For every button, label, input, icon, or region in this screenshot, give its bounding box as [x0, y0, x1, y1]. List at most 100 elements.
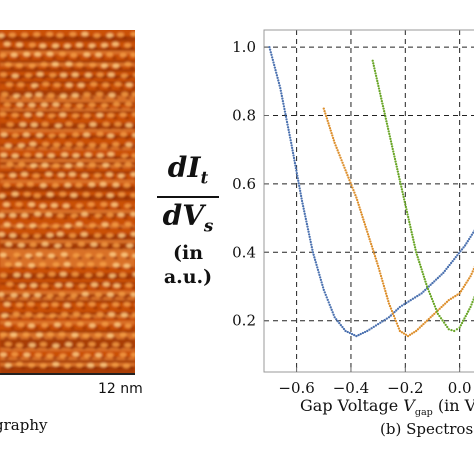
stm-atom-spot — [133, 72, 135, 78]
data-point — [329, 306, 332, 309]
stm-topography-image — [0, 30, 135, 373]
stm-atom-spot — [17, 161, 26, 167]
stm-dark-spot — [65, 316, 71, 320]
data-point — [385, 122, 389, 125]
stm-atom-spot — [15, 361, 24, 367]
stm-atom-spot — [72, 253, 80, 258]
stm-atom-spot — [21, 233, 29, 239]
data-point — [411, 233, 414, 236]
data-point — [456, 254, 459, 257]
data-point — [425, 319, 429, 322]
stm-atom-spot — [34, 292, 42, 298]
stm-dark-spot — [69, 346, 75, 350]
stm-dark-spot — [80, 186, 86, 190]
stm-dark-spot — [56, 46, 63, 50]
stm-atom-spot — [15, 63, 23, 68]
stm-dark-spot — [116, 366, 122, 370]
stm-dark-spot — [27, 56, 33, 60]
stm-atom-spot — [119, 52, 127, 58]
data-point — [384, 289, 387, 293]
stm-dark-spot — [16, 116, 22, 120]
stm-dark-spot — [64, 356, 70, 360]
stm-atom-spot — [54, 282, 62, 288]
data-point — [404, 203, 407, 206]
data-point — [459, 324, 463, 327]
data-point — [324, 293, 327, 297]
stm-atom-spot — [88, 142, 96, 148]
stm-dark-spot — [26, 236, 32, 240]
data-point — [382, 284, 386, 288]
data-point — [327, 301, 330, 304]
stm-dark-spot — [77, 256, 83, 260]
data-point — [394, 319, 398, 323]
stm-dark-spot — [21, 226, 27, 230]
data-point — [370, 327, 373, 330]
data-point — [459, 250, 462, 253]
data-point — [368, 237, 371, 241]
stm-atom-spot — [123, 263, 131, 269]
stm-atom-spot — [87, 202, 95, 207]
stm-dark-spot — [8, 366, 14, 370]
stm-scan-line — [0, 309, 135, 312]
stm-dark-spot — [56, 306, 63, 310]
x-tick-label: −0.2 — [387, 379, 423, 397]
data-point — [327, 122, 330, 125]
data-point — [325, 117, 329, 120]
stm-atom-spot — [33, 193, 41, 198]
stm-dark-spot — [15, 56, 21, 60]
data-point — [427, 290, 431, 293]
stm-dark-spot — [32, 46, 39, 50]
stm-atom-spot — [88, 182, 96, 187]
stm-dark-spot — [125, 76, 131, 80]
stm-atom-spot — [5, 241, 13, 247]
stm-atom-spot — [11, 133, 20, 138]
stm-dark-spot — [93, 326, 100, 330]
stm-atom-spot — [94, 292, 103, 298]
stm-dark-spot — [8, 186, 14, 190]
stm-atom-spot — [50, 203, 58, 208]
stm-dark-spot — [118, 166, 124, 170]
stm-dark-spot — [117, 326, 124, 330]
data-point — [334, 144, 337, 147]
data-point — [388, 304, 392, 308]
data-point — [469, 275, 472, 278]
data-point — [407, 300, 410, 303]
data-point — [390, 145, 394, 148]
stm-dark-spot — [70, 146, 76, 150]
data-point — [396, 170, 400, 173]
stm-atom-spot — [42, 81, 50, 87]
stm-atom-spot — [22, 292, 30, 298]
stm-atom-spot — [59, 271, 67, 277]
data-point — [357, 333, 360, 337]
data-point — [396, 167, 399, 171]
data-point — [363, 220, 366, 224]
data-point — [395, 309, 398, 312]
stm-dark-spot — [4, 136, 10, 140]
stm-dark-spot — [45, 326, 52, 330]
stm-scan-line — [0, 174, 135, 177]
stm-dark-spot — [32, 366, 38, 370]
stm-atom-spot — [16, 102, 24, 108]
stm-dark-spot — [11, 86, 17, 90]
stm-dark-spot — [76, 136, 82, 140]
data-point — [318, 273, 321, 277]
data-point — [342, 327, 346, 331]
stm-dark-spot — [125, 276, 131, 280]
data-point — [297, 182, 300, 185]
stm-atom-spot — [70, 52, 78, 58]
data-point — [336, 149, 339, 152]
stm-dark-spot — [122, 36, 128, 40]
stm-dark-spot — [57, 106, 63, 110]
stm-scan-line — [0, 213, 135, 216]
stm-dark-spot — [8, 306, 15, 310]
stm-scan-line — [0, 180, 135, 183]
stm-dark-spot — [117, 226, 123, 230]
stm-dark-spot — [9, 66, 15, 70]
data-point — [377, 267, 381, 270]
data-point — [412, 238, 415, 241]
stm-dark-spot — [22, 166, 28, 170]
data-point — [349, 181, 352, 184]
stm-dark-spot — [29, 276, 35, 280]
stm-atom-spot — [102, 121, 110, 127]
data-point — [321, 286, 325, 289]
